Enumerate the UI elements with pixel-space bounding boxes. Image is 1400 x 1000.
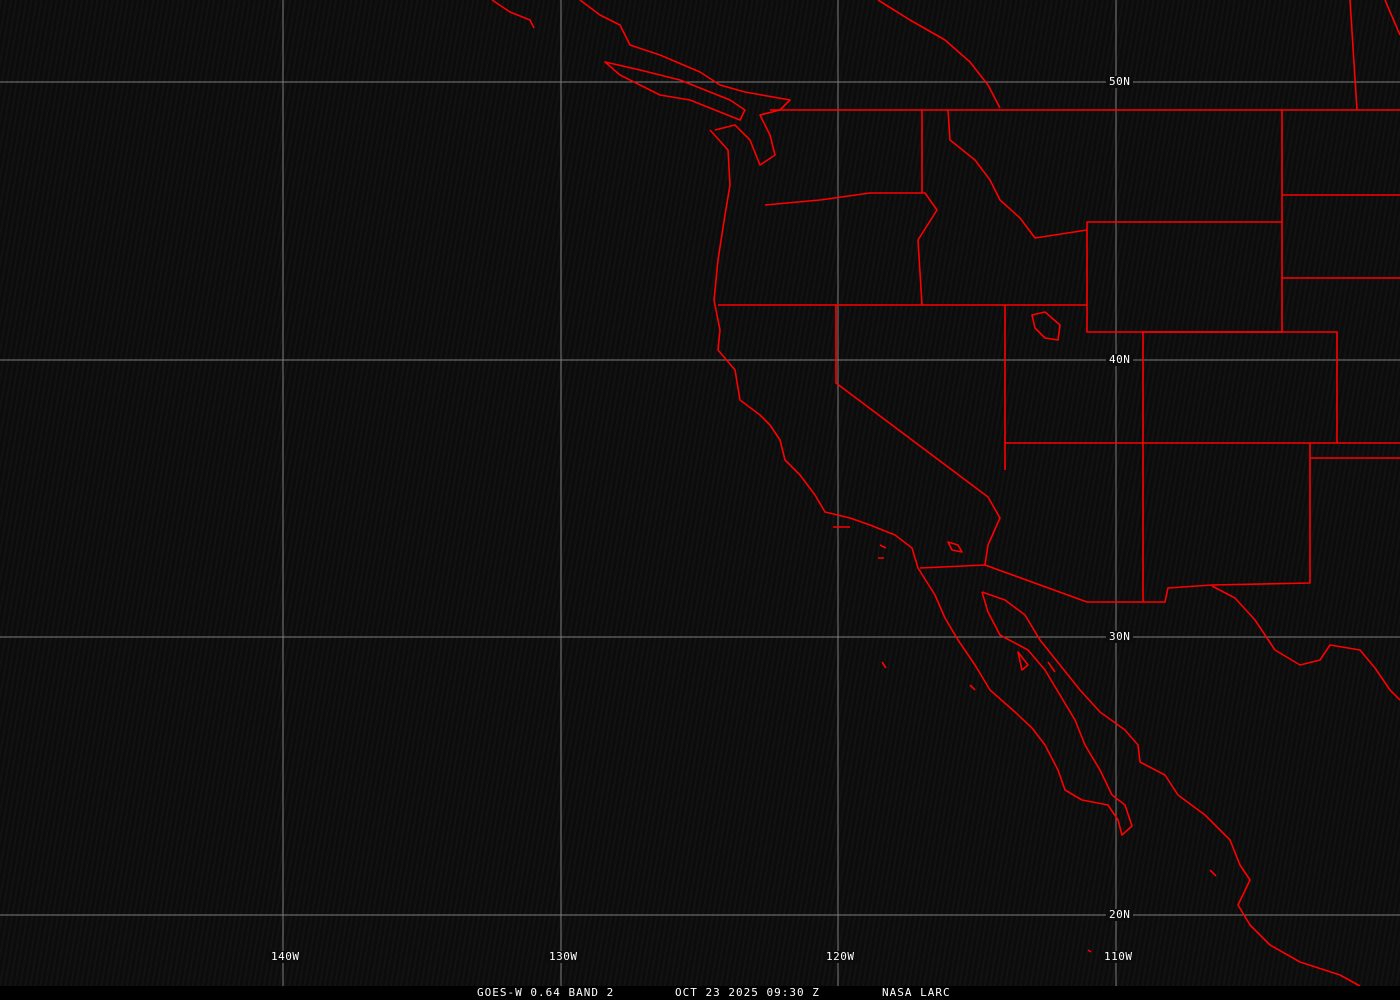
longitude-label-140w: 140W (268, 951, 303, 963)
image-caption-bar: GOES-W 0.64 BAND 2 OCT 23 2025 09:30 Z N… (0, 986, 1400, 1000)
coastline-mexico (981, 591, 1361, 987)
vancouver-island (604, 61, 746, 121)
latitude-label-20n: 20N (1106, 909, 1134, 921)
latitude-label-50n: 50N (1106, 76, 1134, 88)
satellite-band-label: GOES-W 0.64 BAND 2 (477, 986, 615, 999)
great-salt-lake (1031, 311, 1061, 341)
rio-grande (1211, 585, 1400, 701)
colorado-utah-borders (1004, 305, 1400, 602)
longitude-label-110w: 110W (1101, 951, 1136, 963)
boundaries (491, 0, 1400, 987)
baja-islands (969, 651, 1056, 691)
id-mt-border (947, 109, 1088, 239)
latitude-label-40n: 40N (1106, 354, 1134, 366)
source-label: NASA LARC (882, 986, 951, 999)
wa-or-border (764, 110, 938, 306)
timestamp-label: OCT 23 2025 09:30 Z (675, 986, 820, 999)
guadalupe-island (881, 661, 887, 669)
ca-nv-border (835, 305, 1001, 566)
coastline-bc (491, 0, 791, 166)
longitude-label-130w: 130W (546, 951, 581, 963)
nm-tx-border (1211, 443, 1400, 586)
channel-islands (833, 526, 887, 559)
socorro-island (1087, 949, 1092, 953)
salton-sea (947, 541, 963, 553)
dakota-borders (1282, 194, 1400, 279)
coastline-gulf-baja (981, 591, 1113, 796)
coastline-west (709, 129, 1133, 836)
canada-border (770, 0, 1400, 111)
tres-marias (1209, 869, 1217, 877)
mexico-border (919, 564, 1213, 603)
longitude-label-120w: 120W (823, 951, 858, 963)
latitude-label-30n: 30N (1106, 631, 1134, 643)
